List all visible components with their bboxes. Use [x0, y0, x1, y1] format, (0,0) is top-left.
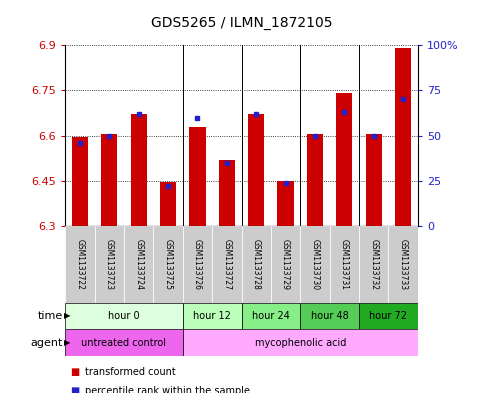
Text: GSM1133729: GSM1133729 — [281, 239, 290, 290]
Text: time: time — [38, 311, 63, 321]
Text: GSM1133722: GSM1133722 — [75, 239, 85, 290]
Bar — [183, 329, 418, 356]
Text: GSM1133732: GSM1133732 — [369, 239, 378, 290]
Text: hour 72: hour 72 — [369, 311, 408, 321]
Text: GDS5265 / ILMN_1872105: GDS5265 / ILMN_1872105 — [151, 16, 332, 30]
Bar — [366, 134, 382, 226]
Bar — [248, 114, 264, 226]
Bar — [72, 137, 88, 226]
Bar — [212, 226, 242, 303]
Bar — [160, 182, 176, 226]
Text: ■: ■ — [70, 367, 79, 377]
Text: hour 48: hour 48 — [311, 311, 349, 321]
Text: GSM1133728: GSM1133728 — [252, 239, 261, 290]
Text: ■: ■ — [70, 386, 79, 393]
Text: GSM1133727: GSM1133727 — [222, 239, 231, 290]
Text: GSM1133730: GSM1133730 — [311, 239, 319, 290]
Bar — [65, 303, 183, 329]
Text: transformed count: transformed count — [85, 367, 175, 377]
Bar — [329, 226, 359, 303]
Bar — [307, 134, 323, 226]
Text: untreated control: untreated control — [82, 338, 167, 348]
Text: agent: agent — [30, 338, 63, 348]
Text: GSM1133731: GSM1133731 — [340, 239, 349, 290]
Bar — [359, 303, 418, 329]
Bar — [130, 114, 147, 226]
Text: hour 24: hour 24 — [252, 311, 290, 321]
Bar — [219, 160, 235, 226]
Text: mycophenolic acid: mycophenolic acid — [255, 338, 346, 348]
Bar — [242, 303, 300, 329]
Text: ▶: ▶ — [64, 312, 70, 320]
Bar — [300, 303, 359, 329]
Bar — [124, 226, 154, 303]
Bar — [278, 182, 294, 226]
Text: percentile rank within the sample: percentile rank within the sample — [85, 386, 250, 393]
Bar — [154, 226, 183, 303]
Bar — [95, 226, 124, 303]
Bar — [183, 303, 242, 329]
Bar — [242, 226, 271, 303]
Bar — [65, 226, 95, 303]
Text: hour 12: hour 12 — [193, 311, 231, 321]
Bar — [300, 226, 329, 303]
Bar — [101, 134, 117, 226]
Text: GSM1133733: GSM1133733 — [398, 239, 408, 290]
Bar — [395, 48, 411, 226]
Bar — [271, 226, 300, 303]
Bar — [388, 226, 418, 303]
Text: ▶: ▶ — [64, 338, 70, 347]
Text: hour 0: hour 0 — [108, 311, 140, 321]
Bar — [183, 226, 212, 303]
Bar — [65, 329, 183, 356]
Text: GSM1133726: GSM1133726 — [193, 239, 202, 290]
Bar — [359, 226, 388, 303]
Bar — [189, 127, 205, 226]
Text: GSM1133724: GSM1133724 — [134, 239, 143, 290]
Bar — [336, 93, 353, 226]
Text: GSM1133725: GSM1133725 — [164, 239, 172, 290]
Text: GSM1133723: GSM1133723 — [105, 239, 114, 290]
